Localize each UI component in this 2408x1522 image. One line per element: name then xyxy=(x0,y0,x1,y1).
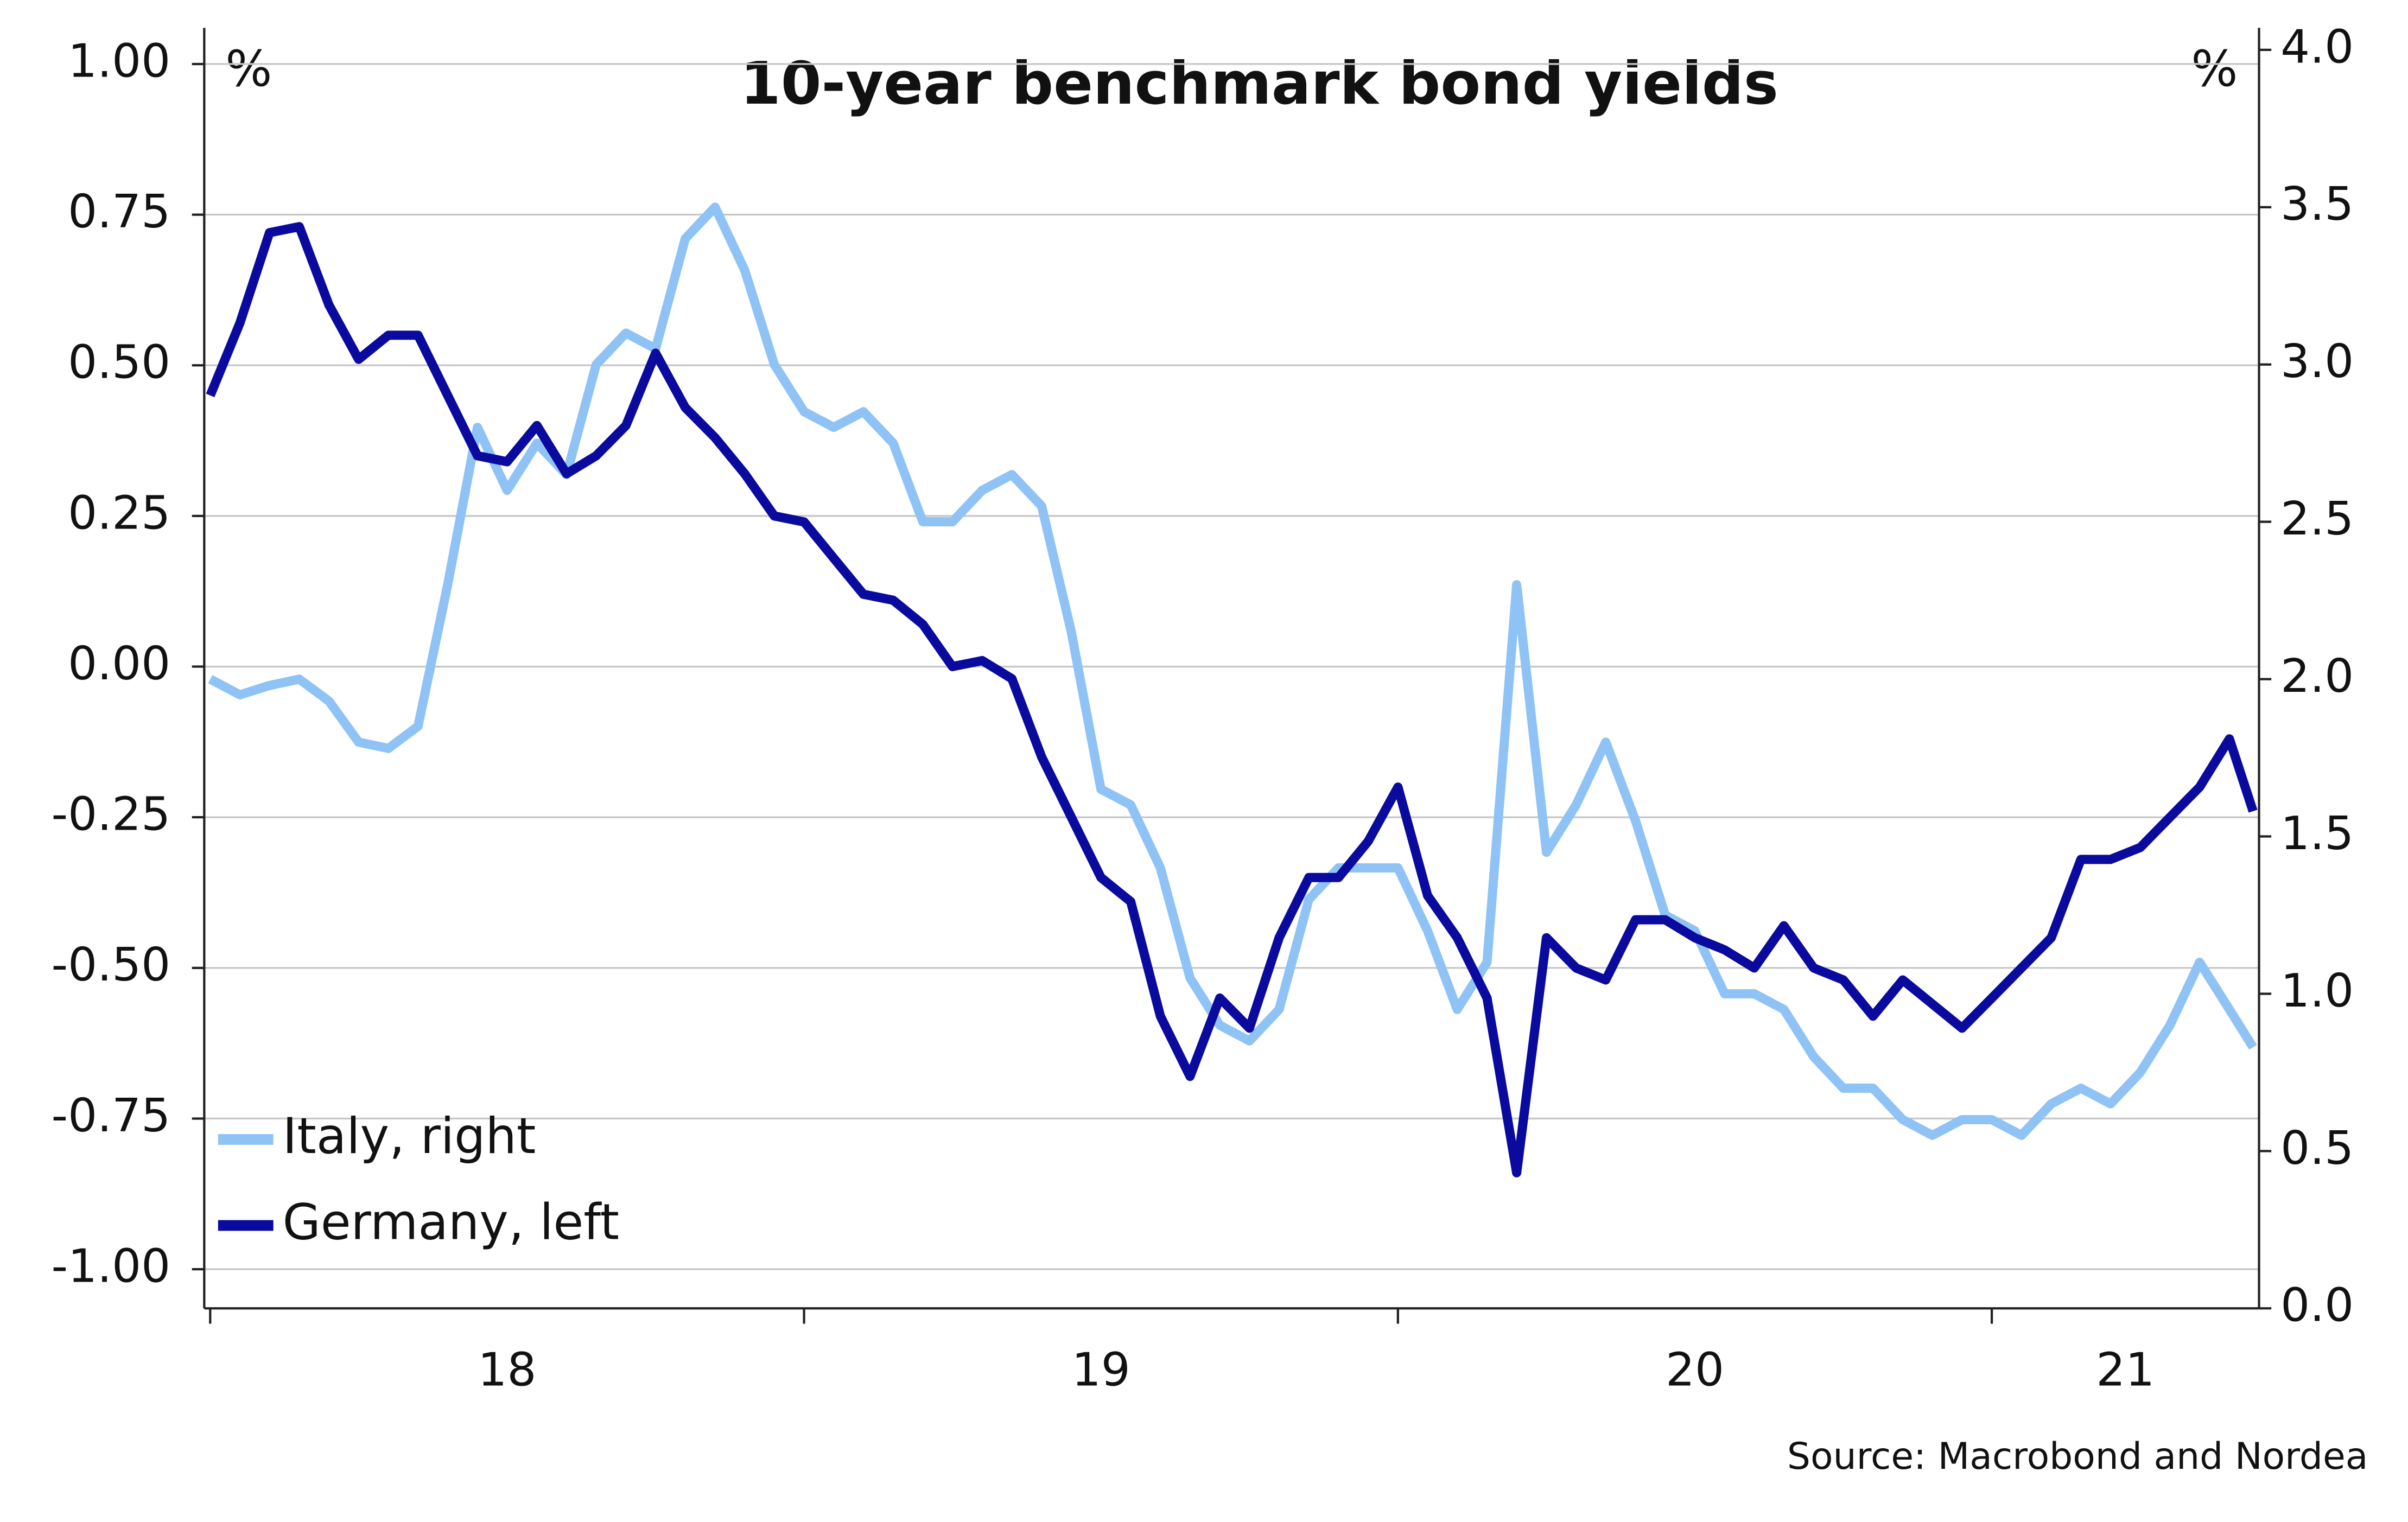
y-tick-label: 0.00 xyxy=(68,637,170,691)
line-series xyxy=(208,202,2257,1140)
y-tick-label: -0.50 xyxy=(51,938,170,992)
y2-tick-label: 3.0 xyxy=(2280,335,2354,389)
y-tick-label: 1.00 xyxy=(68,34,170,88)
chart-title: 10-year benchmark bond yields xyxy=(740,50,1778,118)
x-tick-label: 19 xyxy=(1072,1343,1130,1397)
y2-tick-label: 1.5 xyxy=(2280,807,2354,861)
y-unit: % xyxy=(225,41,272,98)
line-series xyxy=(206,222,2258,1177)
y-tick-label: 0.25 xyxy=(68,486,170,540)
y2-tick-label: 4.0 xyxy=(2280,20,2354,74)
x-tick-label: 20 xyxy=(1666,1343,1724,1397)
y-tick-label: -0.75 xyxy=(51,1089,170,1143)
y2-tick-label: 0.0 xyxy=(2280,1279,2354,1333)
y2-unit: % xyxy=(2191,41,2238,98)
y2-tick-label: 0.5 xyxy=(2280,1122,2354,1175)
y2-tick-label: 2.5 xyxy=(2280,492,2354,546)
legend-label: Italy, right xyxy=(283,1108,536,1165)
y2-tick-label: 3.5 xyxy=(2280,177,2354,231)
y-tick-label: -0.25 xyxy=(51,788,170,842)
y2-tick-label: 1.0 xyxy=(2280,964,2354,1018)
x-tick-label: 18 xyxy=(478,1343,536,1397)
y-tick-label: 0.50 xyxy=(68,336,170,390)
source: Source: Macrobond and Nordea xyxy=(1787,1435,2368,1478)
y-tick-label: -1.00 xyxy=(51,1240,170,1294)
y2-tick-label: 2.0 xyxy=(2280,649,2354,703)
y-tick-label: 0.75 xyxy=(68,185,170,239)
x-tick-label: 21 xyxy=(2096,1343,2155,1397)
legend-label: Germany, left xyxy=(283,1194,619,1251)
